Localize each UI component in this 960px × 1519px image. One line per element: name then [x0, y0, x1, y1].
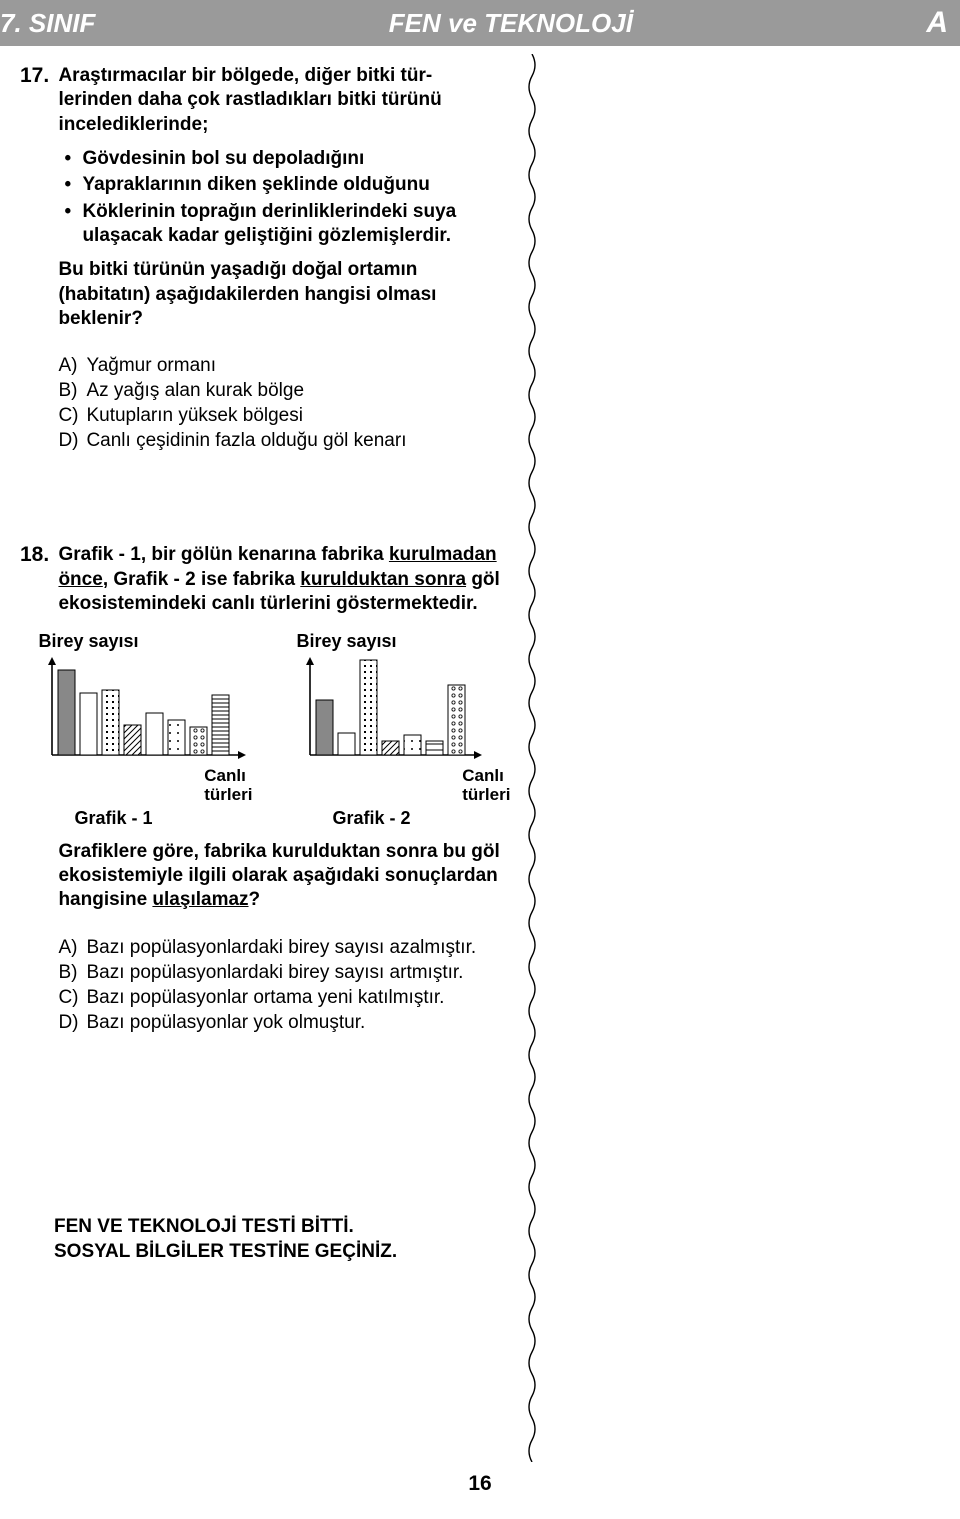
- option-row: D)Bazı popülasyonlar yok olmuştur.: [58, 1010, 508, 1035]
- option-row: B)Bazı popülasyonlardaki birey sayısı ar…: [58, 960, 508, 985]
- options-list: A)Yağmur ormanıB)Az yağış alan kurak böl…: [58, 353, 508, 453]
- question-17: 17. Araştırmacılar bir bölgede, diğer bi…: [20, 64, 510, 453]
- ask-line: Bu bitki türünün yaşadığı doğal ortamın: [58, 259, 417, 280]
- bullet-text: Köklerinin toprağın derinliklerindeki su…: [82, 200, 508, 249]
- ask-line: (habitatın) aşağıdakilerden hangisi olma…: [58, 284, 436, 305]
- stem-line: Araştırmacılar bir bölgede, diğer bitki …: [58, 65, 432, 86]
- chart-2-block: Birey sayısı: [296, 630, 516, 829]
- chart-x-label: Canlı türleri: [38, 767, 258, 804]
- end-line: FEN VE TEKNOLOJİ TESTİ BİTTİ.: [54, 1216, 354, 1237]
- option-text: Kutupların yüksek bölgesi: [86, 403, 303, 428]
- end-notice: FEN VE TEKNOLOJİ TESTİ BİTTİ. SOSYAL BİL…: [54, 1215, 510, 1264]
- chart-y-label: Birey sayısı: [38, 630, 258, 653]
- option-row: D)Canlı çeşidinin fazla olduğu göl kenar…: [58, 428, 508, 453]
- chart-2-svg: [296, 657, 516, 767]
- header-right: A: [926, 6, 948, 40]
- bullet-row: •Yapraklarının diken şeklinde olduğunu: [64, 173, 508, 197]
- chart-1-name: Grafik - 1: [38, 807, 258, 830]
- option-text: Bazı popülasyonlardaki birey sayısı azal…: [86, 935, 476, 960]
- x-label-line: Canlı: [204, 766, 246, 785]
- chart-1-svg: [38, 657, 258, 767]
- page-number: 16: [0, 1472, 960, 1496]
- bullet-text: Yapraklarının diken şeklinde olduğunu: [82, 173, 429, 197]
- option-label: D): [58, 428, 86, 453]
- option-label: A): [58, 353, 86, 378]
- question-number: 17.: [20, 64, 54, 88]
- stem-text: , Grafik - 2 ise fabrika: [103, 569, 300, 590]
- chart-x-label: Canlı türleri: [296, 767, 516, 804]
- chart-y-label: Birey sayısı: [296, 630, 516, 653]
- bullet-row: •Köklerinin toprağın derinliklerindeki s…: [64, 200, 508, 249]
- stem-line: lerinden daha çok rastladıkları bitki tü…: [58, 89, 441, 110]
- question-ask: Bu bitki türünün yaşadığı doğal ortamın …: [58, 258, 508, 331]
- x-label-line: türleri: [462, 785, 510, 804]
- ask-underline: ulaşılamaz: [152, 889, 248, 910]
- option-text: Yağmur ormanı: [86, 353, 216, 378]
- left-column: 17. Araştırmacılar bir bölgede, diğer bi…: [20, 64, 510, 1264]
- chart-1-block: Birey sayısı: [38, 630, 258, 829]
- charts-area: Birey sayısı: [38, 630, 508, 829]
- option-text: Bazı popülasyonlardaki birey sayısı artm…: [86, 960, 463, 985]
- ask-text: Grafiklere göre, fabrika kurulduktan son…: [58, 841, 499, 911]
- options-list: A)Bazı popülasyonlardaki birey sayısı az…: [58, 935, 508, 1035]
- page-body: 17. Araştırmacılar bir bölgede, diğer bi…: [0, 46, 960, 1466]
- bullet-list: •Gövdesinin bol su depoladığını•Yaprakla…: [64, 147, 508, 248]
- option-label: A): [58, 935, 86, 960]
- option-row: A)Yağmur ormanı: [58, 353, 508, 378]
- option-label: C): [58, 985, 86, 1010]
- end-line: SOSYAL BİLGİLER TESTİNE GEÇİNİZ.: [54, 1241, 397, 1262]
- question-number: 18.: [20, 543, 54, 567]
- wavy-divider: [524, 54, 540, 1462]
- bullet-text: Gövdesinin bol su depoladığını: [82, 147, 364, 171]
- bullet-dot: •: [64, 173, 82, 197]
- bullet-row: •Gövdesinin bol su depoladığını: [64, 147, 508, 171]
- option-label: C): [58, 403, 86, 428]
- question-body: Araştırmacılar bir bölgede, diğer bitki …: [58, 64, 508, 453]
- option-text: Bazı popülasyonlar ortama yeni katılmışt…: [86, 985, 444, 1010]
- option-row: C)Kutupların yüksek bölgesi: [58, 403, 508, 428]
- chart-2-name: Grafik - 2: [296, 807, 516, 830]
- option-label: B): [58, 378, 86, 403]
- option-text: Canlı çeşidinin fazla olduğu göl kenarı: [86, 428, 406, 453]
- option-row: A)Bazı popülasyonlardaki birey sayısı az…: [58, 935, 508, 960]
- option-text: Az yağış alan kurak bölge: [86, 378, 304, 403]
- stem-underline: kurulduktan sonra: [300, 569, 466, 590]
- ask-text: ?: [249, 889, 261, 910]
- question-stem: Grafik - 1, bir gölün kenarına fabrika k…: [58, 543, 508, 616]
- option-text: Bazı popülasyonlar yok olmuştur.: [86, 1010, 365, 1035]
- header-center: FEN ve TEKNOLOJİ: [389, 8, 633, 39]
- stem-line: incelediklerinde;: [58, 114, 208, 135]
- option-row: B)Az yağış alan kurak bölge: [58, 378, 508, 403]
- x-label-line: Canlı: [462, 766, 504, 785]
- bullet-dot: •: [64, 200, 82, 249]
- question-stem: Araştırmacılar bir bölgede, diğer bitki …: [58, 64, 508, 137]
- question-body: Grafik - 1, bir gölün kenarına fabrika k…: [58, 543, 508, 1035]
- option-label: B): [58, 960, 86, 985]
- ask-line: beklenir?: [58, 308, 142, 329]
- page-header: 7. SINIF FEN ve TEKNOLOJİ A: [0, 0, 960, 46]
- x-label-line: türleri: [204, 785, 252, 804]
- header-left: 7. SINIF: [0, 8, 95, 39]
- stem-text: Grafik - 1, bir gölün kenarına fabrika: [58, 544, 388, 565]
- option-row: C)Bazı popülasyonlar ortama yeni katılmı…: [58, 985, 508, 1010]
- option-label: D): [58, 1010, 86, 1035]
- question-ask: Grafiklere göre, fabrika kurulduktan son…: [58, 840, 508, 913]
- question-18: 18. Grafik - 1, bir gölün kenarına fabri…: [20, 543, 510, 1035]
- bullet-dot: •: [64, 147, 82, 171]
